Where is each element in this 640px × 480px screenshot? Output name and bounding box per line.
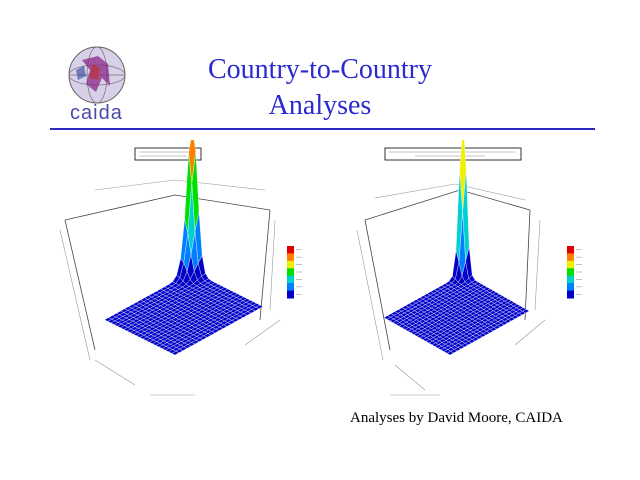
surface-plot-right [356,140,582,396]
axis-frame [364,189,531,221]
colorbar-swatch [287,268,294,277]
title-rule [50,128,595,130]
colorbar-right [567,246,582,299]
colorbar-swatch [567,246,574,254]
surface-cell [446,351,454,356]
axis-ticks [59,179,281,386]
title-line-2: Analyses [268,90,372,121]
colorbar-swatch [567,268,574,277]
axis-ticks [356,183,546,391]
caida-logo [68,46,126,104]
credit-text: Analyses by David Moore, CAIDA [350,410,563,426]
surface-right [383,140,530,356]
colorbar-swatch [567,275,574,284]
colorbar-swatch [287,275,294,284]
colorbar-swatch [567,260,574,269]
plot-legend-box [134,147,202,161]
slide-title: Country-to-Country Analyses [160,52,480,124]
plot-legend-box [384,147,522,161]
colorbar-swatch [567,283,574,292]
colorbar-left [287,246,302,299]
colorbar-swatch [287,253,294,262]
title-line-1: Country-to-Country [208,54,432,85]
colorbar-swatch [287,283,294,292]
logo-text: caida [70,102,123,124]
colorbar-swatch [567,290,574,299]
colorbar-swatch [287,290,294,299]
colorbar-swatch [287,260,294,269]
surface-left [104,140,264,356]
axis-frame [64,194,271,221]
surface-plot-left [59,140,302,396]
colorbar-swatch [287,246,294,254]
colorbar-swatch [567,253,574,262]
surface-cell [171,351,180,356]
